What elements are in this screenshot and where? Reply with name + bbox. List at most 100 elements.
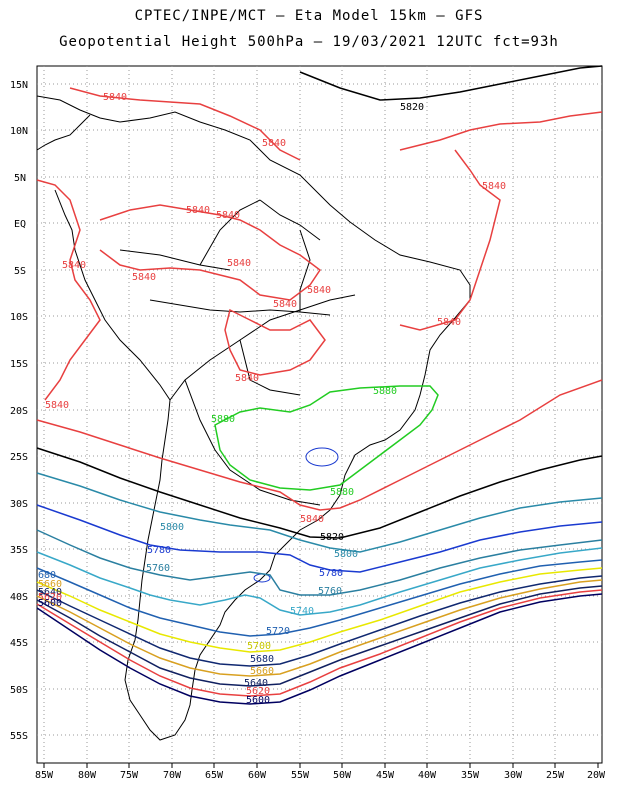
contour-label: 5660	[250, 666, 274, 677]
contour-labels: 5820 5840 5840 5840 5840 5840 5840 5840 …	[38, 92, 506, 706]
edge-label: 5660	[38, 579, 62, 590]
lat-label: 35S	[10, 545, 28, 556]
contour-label: 5620	[246, 686, 270, 697]
contour-5720	[36, 559, 603, 637]
contour-label: 5840	[103, 92, 127, 103]
lat-label: EQ	[14, 219, 26, 230]
contour-label: 5840	[482, 181, 506, 192]
contour-5780	[36, 504, 603, 573]
contour-label: 5840	[216, 210, 240, 221]
contour-5800	[36, 472, 603, 553]
contour-label: 5780	[319, 568, 343, 579]
country-borders	[119, 199, 356, 506]
contour-label: 5840	[45, 400, 69, 411]
contour-label: 5840	[132, 272, 156, 283]
lat-label: 5S	[14, 266, 26, 277]
south-america-coastline	[36, 95, 471, 741]
lat-label: 40S	[10, 592, 28, 603]
edge-label: 5600	[38, 598, 62, 609]
contour-label: 5720	[266, 626, 290, 637]
coastlines	[36, 95, 471, 741]
map-frame	[36, 65, 603, 764]
lon-label: 85W	[35, 770, 54, 781]
contour-5820-north	[299, 65, 603, 101]
contour-label: 5840	[186, 205, 210, 216]
contour-label: 5600	[246, 695, 270, 706]
contour-label: 5880	[211, 414, 235, 425]
tick-marks	[43, 763, 599, 768]
lon-label: 50W	[333, 770, 352, 781]
map-title-line-1: CPTEC/INPE/MCT – Eta Model 15km – GFS	[134, 8, 484, 24]
contour-label: 5740	[290, 606, 314, 617]
lon-label: 40W	[418, 770, 437, 781]
lat-label: 10N	[10, 126, 28, 137]
contour-5840-west	[36, 179, 101, 401]
lon-label: 30W	[504, 770, 523, 781]
contour-label: 5880	[330, 487, 354, 498]
contour-5640	[36, 585, 603, 687]
contour-5660	[36, 579, 603, 677]
contour-label: 5840	[273, 299, 297, 310]
map-title-line-2: Geopotential Height 500hPa – 19/03/2021 …	[59, 34, 559, 50]
contour-label: 5800	[160, 522, 184, 533]
contour-label: 5760	[318, 586, 342, 597]
contour-label: 5780	[147, 545, 171, 556]
lat-label: 45S	[10, 638, 28, 649]
lon-label: 35W	[461, 770, 480, 781]
contour-5620	[36, 589, 603, 697]
contour-5840-interior	[99, 204, 322, 301]
contour-5700	[36, 567, 603, 653]
contour-5680	[36, 575, 603, 667]
lat-label: 15N	[10, 80, 28, 91]
contour-label: 5800	[334, 549, 358, 560]
contour-label: 5760	[146, 563, 170, 574]
contours	[36, 65, 603, 705]
lat-label: 25S	[10, 452, 28, 463]
lake	[305, 447, 339, 467]
contour-label: 5840	[437, 317, 461, 328]
lat-label: 10S	[10, 312, 28, 323]
contour-label: 5840	[307, 285, 331, 296]
edge-label: 680	[38, 570, 56, 581]
contour-5880	[214, 385, 439, 491]
lon-labels: 85W 80W 75W 70W 65W 60W 55W 50W 45W 40W …	[35, 770, 606, 781]
lat-label: 15S	[10, 359, 28, 370]
lat-labels: 15N 10N 5N EQ 5S 10S 15S 20S 25S 30S 35S…	[10, 80, 28, 742]
contour-label: 5640	[244, 678, 268, 689]
edge-label: 5640	[38, 587, 62, 598]
lat-label: 50S	[10, 685, 28, 696]
lon-label: 25W	[546, 770, 565, 781]
contour-label: 5700	[247, 641, 271, 652]
contour-5840-central	[224, 308, 326, 376]
contour-label: 5840	[300, 514, 324, 525]
lon-label: 75W	[120, 770, 139, 781]
lat-label: 5N	[14, 173, 26, 184]
contour-5760	[36, 529, 603, 596]
contour-label: 5880	[373, 386, 397, 397]
lon-label: 70W	[163, 770, 182, 781]
lon-label: 55W	[291, 770, 310, 781]
lon-label: 20W	[587, 770, 606, 781]
lon-label: 60W	[248, 770, 267, 781]
contour-label: 5840	[235, 373, 259, 384]
edge-label: 5620	[38, 592, 62, 603]
lon-label: 80W	[78, 770, 97, 781]
contour-5740	[36, 547, 603, 616]
contour-label: 5840	[262, 138, 286, 149]
lon-label: 45W	[376, 770, 395, 781]
lat-label: 55S	[10, 731, 28, 742]
contour-5840-east	[399, 149, 501, 331]
contour-label: 5820	[400, 102, 424, 113]
lat-label: 20S	[10, 406, 28, 417]
contour-5820-south	[36, 447, 603, 539]
contour-label: 5820	[320, 532, 344, 543]
contour-5840-north	[69, 87, 603, 161]
contour-label: 5840	[62, 260, 86, 271]
central-america-coastline	[36, 114, 91, 151]
lat-label: 30S	[10, 499, 28, 510]
contour-5840-south	[36, 379, 603, 511]
contour-5600	[36, 593, 603, 705]
graticule	[37, 66, 602, 763]
contour-label: 5680	[250, 654, 274, 665]
